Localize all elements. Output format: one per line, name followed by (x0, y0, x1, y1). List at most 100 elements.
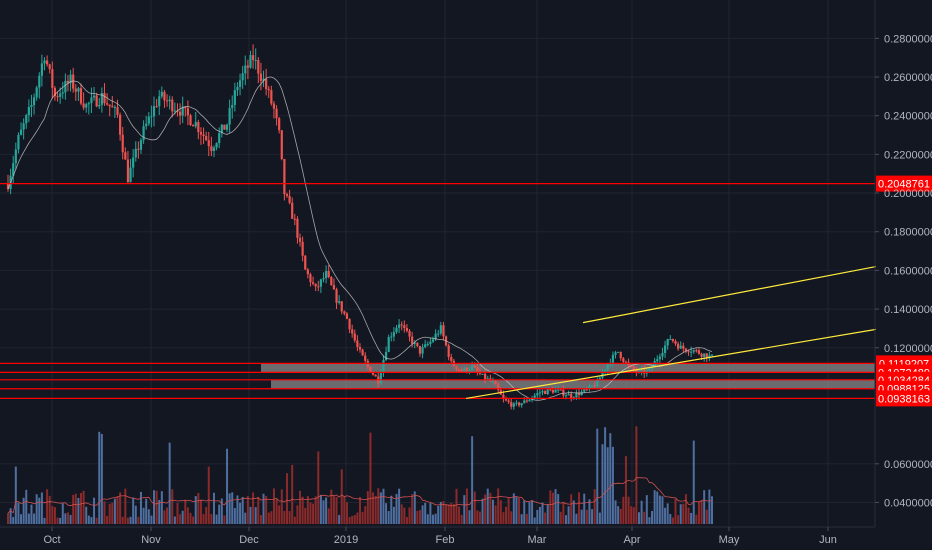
volume-bar (259, 515, 262, 524)
support-resistance-zones (261, 363, 875, 389)
volume-bar (166, 507, 169, 524)
volume-bar (265, 496, 268, 524)
candle-body (551, 390, 555, 393)
price-candles (6, 44, 714, 410)
volume-bar (82, 490, 85, 524)
candle-body (186, 108, 190, 116)
volume-bar (332, 495, 335, 524)
volume-bar (25, 489, 28, 524)
volume-ma-line (7, 477, 712, 514)
candle-body (163, 91, 166, 101)
time-tick-label: Apr (623, 534, 640, 546)
candle-body (590, 385, 594, 387)
candle-body (679, 345, 682, 349)
volume-bar (700, 499, 703, 524)
volume-bar (382, 488, 385, 524)
candle-body (468, 369, 471, 372)
candle-body (181, 106, 184, 116)
volume-bar (142, 507, 145, 524)
candle-body (457, 369, 461, 371)
channel-upper-line[interactable] (582, 265, 877, 324)
candle-body (403, 325, 406, 329)
candle-body (627, 362, 630, 366)
volume-bar (220, 498, 223, 524)
candle-body (663, 345, 667, 353)
candle-body (400, 324, 403, 326)
time-axis[interactable]: Oct Nov Dec 2019 Feb Mar Apr May Jun (0, 526, 875, 546)
volume-bar (239, 502, 242, 524)
volume-bar (280, 489, 283, 524)
resistance-zone[interactable] (261, 363, 875, 373)
price-tick-label: 0.1600000 (884, 265, 932, 277)
candle-body (411, 336, 414, 344)
volume-bar (249, 506, 252, 524)
volume-bar (312, 503, 315, 524)
volume-bar (416, 510, 419, 524)
candle-body (6, 183, 10, 190)
candle-body (56, 96, 59, 98)
candle-body (546, 389, 549, 395)
candle-body (460, 369, 463, 372)
volume-bar (361, 511, 364, 524)
candle-body (132, 157, 135, 168)
candle-body (557, 389, 560, 391)
volume-bar (458, 506, 461, 524)
volume-bar (559, 511, 562, 524)
volume-bar (325, 497, 328, 524)
volume-bar (340, 469, 343, 524)
candle-body (507, 400, 510, 403)
volume-bar (708, 489, 711, 524)
volume-bar (30, 504, 33, 524)
candle-body (648, 368, 651, 371)
candle-body (236, 86, 239, 91)
candle-body (418, 346, 422, 354)
candle-body (280, 130, 283, 159)
volume-bar (155, 490, 158, 524)
volume-bar (499, 500, 502, 524)
volume-bar (163, 510, 166, 524)
volume-bar (299, 490, 302, 524)
candle-body (178, 111, 182, 116)
candle-body (139, 140, 143, 150)
candle-body (603, 369, 607, 373)
volume-bar (476, 510, 479, 524)
candle-body (382, 359, 385, 373)
volume-bar (194, 496, 197, 524)
support-zone[interactable] (271, 379, 875, 389)
volume-bar (525, 513, 528, 524)
volume-bar (20, 514, 23, 524)
channel-lower-line[interactable] (465, 328, 877, 400)
volume-bar (658, 495, 661, 524)
price-axis[interactable]: 0.2800000 0.2600000 0.2400000 0.2200000 0.20… (874, 0, 932, 527)
candle-body (202, 134, 205, 137)
candle-body (212, 147, 216, 151)
candle-body (72, 74, 75, 89)
volume-bar (132, 497, 135, 524)
volume-bar (244, 512, 247, 524)
volume-bar (510, 511, 513, 524)
volume-bar (189, 512, 192, 524)
candle-body (244, 65, 247, 74)
volume-bar (677, 515, 680, 524)
candle-body (291, 202, 294, 219)
candle-body (528, 399, 531, 402)
candle-body (369, 366, 372, 373)
candle-body (710, 354, 714, 356)
volume-bar (116, 496, 119, 524)
candle-body (562, 389, 565, 396)
candle-body (416, 342, 419, 347)
volume-bar (666, 503, 669, 524)
volume-bar (80, 492, 83, 524)
volume-bar (640, 500, 643, 524)
volume-bar (145, 498, 148, 524)
volume-bar (212, 492, 215, 524)
volume-bar (111, 502, 114, 524)
volume-bar (507, 497, 510, 524)
volume-bar (630, 506, 633, 524)
candle-body (358, 346, 362, 350)
volume-bar (445, 504, 448, 524)
candle-body (692, 350, 695, 352)
volume-bar (692, 440, 695, 524)
volume-bar (119, 492, 122, 524)
